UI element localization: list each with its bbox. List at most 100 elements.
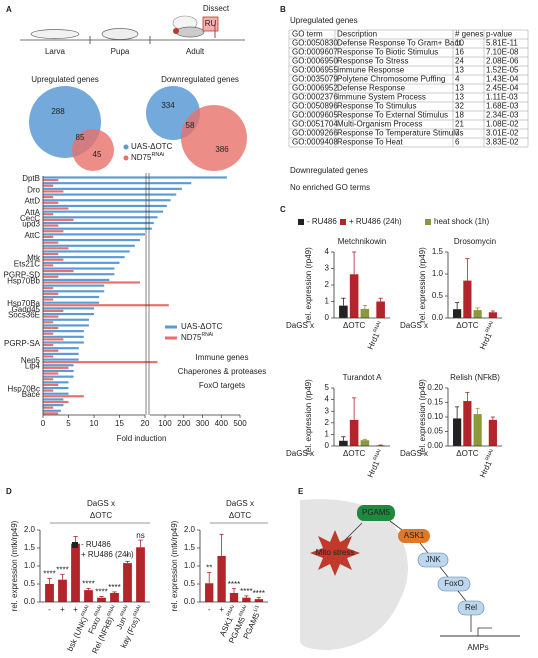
y-tick-label: 0.0	[24, 597, 36, 606]
lifecycle: Larva Pupa Adult Dissect RU	[20, 4, 245, 56]
bar	[43, 207, 69, 210]
legend-swatch	[72, 542, 78, 548]
table-cell: GO:0035079	[292, 75, 338, 84]
bar	[43, 392, 69, 395]
table-cell: Immune System Process	[337, 93, 426, 102]
significance: ****	[228, 580, 240, 589]
significance: ****	[253, 589, 265, 598]
table-cell: Response To External Stimulus	[337, 111, 448, 120]
bar	[43, 224, 59, 227]
x-tick-label: +	[73, 605, 78, 614]
bar	[43, 381, 69, 384]
table-cell: Polytene Chromosome Puffing	[337, 75, 445, 84]
legend-swatch	[425, 219, 431, 225]
venn-circle	[181, 105, 247, 171]
bar	[339, 305, 348, 318]
table-cell: 2.34E-03	[486, 111, 519, 120]
legend-name: ND75	[131, 153, 152, 162]
bar	[43, 318, 89, 321]
table-cell: 3.83E-02	[486, 138, 519, 147]
table-cell: GO:0006952	[292, 84, 338, 93]
bar	[43, 216, 158, 219]
x-tick-label: Hrd1RNAi	[477, 321, 498, 351]
venn-count: 45	[93, 150, 102, 159]
larva-icon	[30, 29, 80, 39]
error-bar	[475, 407, 480, 415]
bar	[463, 280, 472, 318]
error-bar	[455, 302, 460, 310]
y-tick-label: 4	[325, 395, 330, 404]
legend-swatch	[298, 219, 304, 225]
bar	[43, 278, 110, 281]
x-tick-label: 400	[215, 419, 229, 428]
significance: ns	[136, 531, 144, 540]
x-tick-label: 15	[115, 419, 124, 428]
y-axis-label: rel. expression (rp49)	[304, 247, 313, 323]
legend-swatch	[123, 155, 129, 161]
error-bar	[351, 397, 357, 420]
table-cell: 4	[455, 75, 460, 84]
error-bar	[138, 539, 143, 548]
y-tick-label: CecC	[20, 214, 40, 223]
y-tick-label: 3	[325, 406, 330, 415]
bar	[453, 418, 462, 446]
x-tick-label: 100	[158, 419, 172, 428]
y-tick-label: 1.0	[24, 561, 36, 570]
y-axis-label: rel. expression (mtk/rp49)	[170, 520, 179, 611]
annotation: Chaperones & proteases	[178, 367, 267, 376]
stage-label: Larva	[45, 47, 66, 56]
fly-eye	[173, 28, 179, 34]
promoter-arrow	[477, 627, 492, 636]
table-cell: GO:0006950	[292, 57, 338, 66]
table-cell: 16	[455, 48, 464, 57]
x-tick-label: ΔOTC	[456, 321, 478, 330]
y-tick-label: 1.0	[184, 561, 196, 570]
venn-count: 85	[76, 133, 85, 142]
bar	[43, 290, 105, 293]
error-bar	[60, 573, 65, 580]
significance: ****	[95, 588, 107, 597]
legend-label: UAS-ΔOTC	[181, 322, 223, 331]
bar	[43, 264, 54, 267]
venn-count: 58	[186, 121, 195, 130]
table-cell: Response To Heat	[337, 138, 403, 147]
table-cell: 1.52E-05	[486, 66, 519, 75]
table-cell: 18	[455, 111, 464, 120]
y-tick-label: 0.05	[427, 427, 443, 436]
y-tick-label: 1.5	[432, 247, 444, 256]
stage-label: Pupa	[111, 47, 130, 56]
bar	[58, 579, 67, 602]
x-tick-label: ΔOTC	[343, 449, 365, 458]
table-cell: Immune Response	[337, 66, 405, 75]
bar	[488, 419, 497, 446]
bar	[43, 406, 54, 409]
label-sup: RNAi	[373, 449, 383, 462]
error-bar	[378, 297, 383, 302]
bar	[43, 284, 105, 287]
bar	[43, 369, 74, 373]
y-tick-label: Nep5	[21, 356, 41, 365]
bar	[43, 301, 100, 304]
bar	[453, 309, 462, 318]
error-bar	[125, 560, 130, 564]
table-title: Upregulated genes	[290, 16, 358, 25]
node-label: Rel	[465, 603, 477, 612]
bar	[43, 244, 135, 247]
x-tick-label: -	[208, 605, 211, 614]
y-tick-label: 1.0	[432, 269, 444, 278]
x-tick-label: Hrd1RNAi	[365, 449, 386, 479]
bar	[43, 178, 59, 182]
label-text: UAS-ΔOTC	[181, 322, 223, 331]
bar	[43, 250, 130, 253]
x-axis-label: DaGS x	[400, 449, 428, 458]
legend-label: ND75RNAi	[131, 152, 164, 162]
bar	[43, 338, 64, 341]
label-sup: RNAi	[485, 449, 495, 462]
chart-header: DaGS x	[87, 499, 115, 508]
error-bar	[341, 297, 346, 306]
significance: **	[206, 564, 212, 573]
bar	[43, 210, 164, 213]
y-tick-label: 1.5	[24, 543, 36, 552]
significance: ****	[240, 587, 252, 596]
significance: ****	[56, 565, 68, 574]
